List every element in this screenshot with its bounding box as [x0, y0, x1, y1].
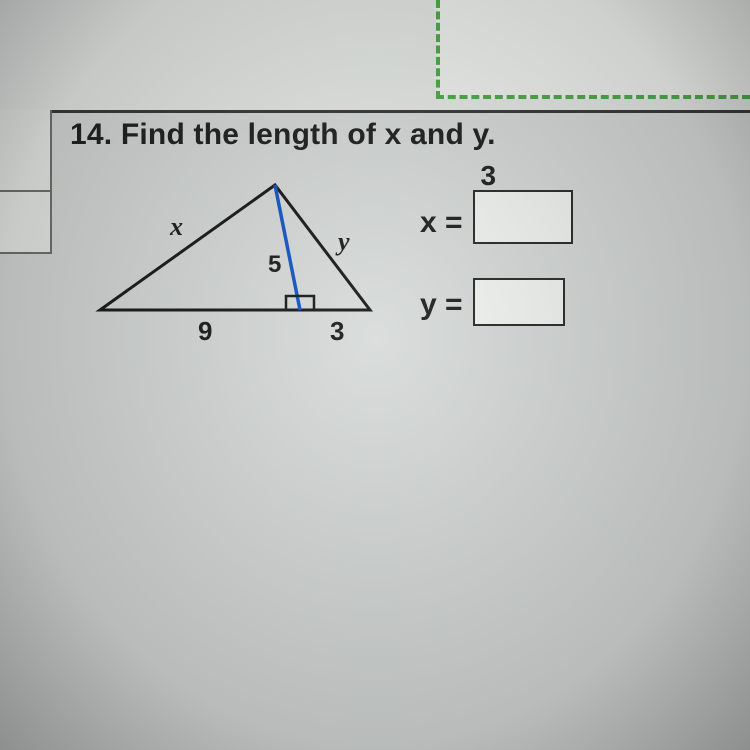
- label-base-right: 3: [330, 316, 344, 346]
- label-base-left: 9: [198, 316, 212, 346]
- problem-number: 14.: [70, 118, 112, 151]
- top-worksheet-region: [0, 0, 750, 113]
- label-y: y: [335, 227, 350, 256]
- answers-column: x = 3 y =: [420, 190, 573, 360]
- label-altitude: 5: [268, 251, 281, 278]
- answer-row-y: y =: [420, 278, 573, 326]
- x-floating-value: 3: [481, 160, 497, 192]
- problem-text: Find the length of x and y.: [121, 118, 496, 151]
- left-grid-cells: [0, 110, 52, 254]
- dashed-answer-box-above: [436, 0, 750, 99]
- answer-row-x: x = 3: [420, 190, 573, 244]
- problem-content-row: x y 5 9 3 x = 3 y =: [70, 180, 730, 360]
- triangle-outline: [100, 185, 370, 310]
- right-angle-marker-right: [300, 296, 314, 310]
- x-equals-label: x =: [420, 206, 463, 244]
- left-cell: [0, 192, 52, 254]
- y-answer-box[interactable]: [473, 278, 565, 326]
- problem-14: 14. Find the length of x and y. x y 5 9 …: [70, 118, 730, 360]
- x-answer-box[interactable]: 3: [473, 190, 573, 244]
- y-equals-label: y =: [420, 288, 463, 326]
- label-x: x: [169, 212, 183, 241]
- triangle-svg: x y 5 9 3: [90, 180, 390, 360]
- left-cell: [0, 110, 52, 192]
- triangle-figure: x y 5 9 3: [90, 180, 390, 360]
- problem-prompt: 14. Find the length of x and y.: [70, 118, 730, 152]
